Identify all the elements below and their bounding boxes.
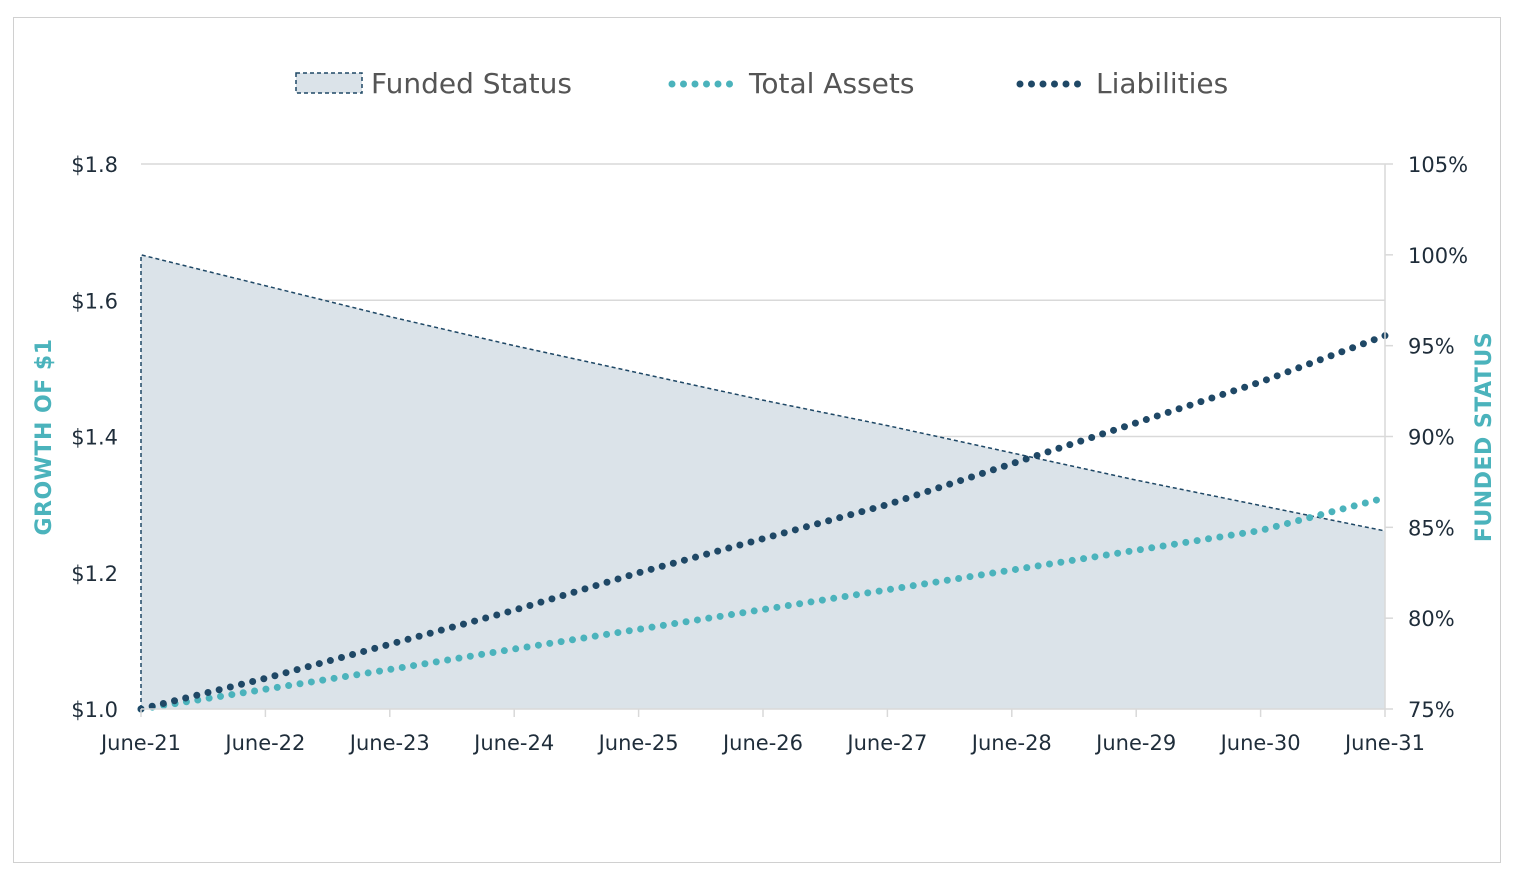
left-tick-label: $1.4 [71, 426, 118, 450]
x-tick-label: June-24 [472, 731, 554, 755]
x-tick-label: June-29 [1094, 731, 1176, 755]
left-tick-label: $1.0 [71, 698, 118, 722]
x-tick-label: June-28 [970, 731, 1052, 755]
x-tick-label: June-22 [223, 731, 305, 755]
x-tick-label: June-26 [721, 731, 803, 755]
right-tick-label: 105% [1408, 153, 1468, 177]
x-tick-label: June-31 [1343, 731, 1425, 755]
right-tick-label: 95% [1408, 335, 1455, 359]
x-tick-label: June-27 [845, 731, 927, 755]
x-tick-label: June-23 [348, 731, 430, 755]
legend-swatch-funded-status [295, 72, 363, 94]
right-tick-label: 100% [1408, 244, 1468, 268]
total-assets-line [137, 494, 1389, 713]
legend-label-funded-status: Funded Status [371, 67, 572, 100]
right-tick-label: 75% [1408, 698, 1455, 722]
liabilities-line [137, 332, 1389, 713]
right-tick-label: 85% [1408, 516, 1455, 540]
legend-label-liabilities: Liabilities [1096, 67, 1228, 100]
right-tick-label: 80% [1408, 607, 1455, 631]
legend-label-total-assets: Total Assets [748, 67, 914, 100]
right-axis-title: FUNDED STATUS [1472, 332, 1497, 542]
left-tick-label: $1.6 [71, 289, 118, 313]
legend: Funded Status Total Assets Liabilities [295, 67, 1228, 100]
x-tick-label: June-30 [1219, 731, 1301, 755]
right-tick-label: 90% [1408, 426, 1455, 450]
series-lines-layer [137, 332, 1389, 713]
left-tick-label: $1.2 [71, 562, 118, 586]
left-tick-label: $1.8 [71, 153, 118, 177]
funded-status-area-layer [140, 253, 1386, 710]
left-axis-title: GROWTH OF $1 [32, 338, 57, 535]
axes: June-21 June-22 June-23 June-24 June-25 June-… [71, 153, 1468, 755]
x-tick-label: June-21 [99, 731, 181, 755]
funded-status-area [141, 254, 1385, 710]
funded-status-edge [140, 253, 1386, 709]
x-tick-label: June-25 [597, 731, 679, 755]
